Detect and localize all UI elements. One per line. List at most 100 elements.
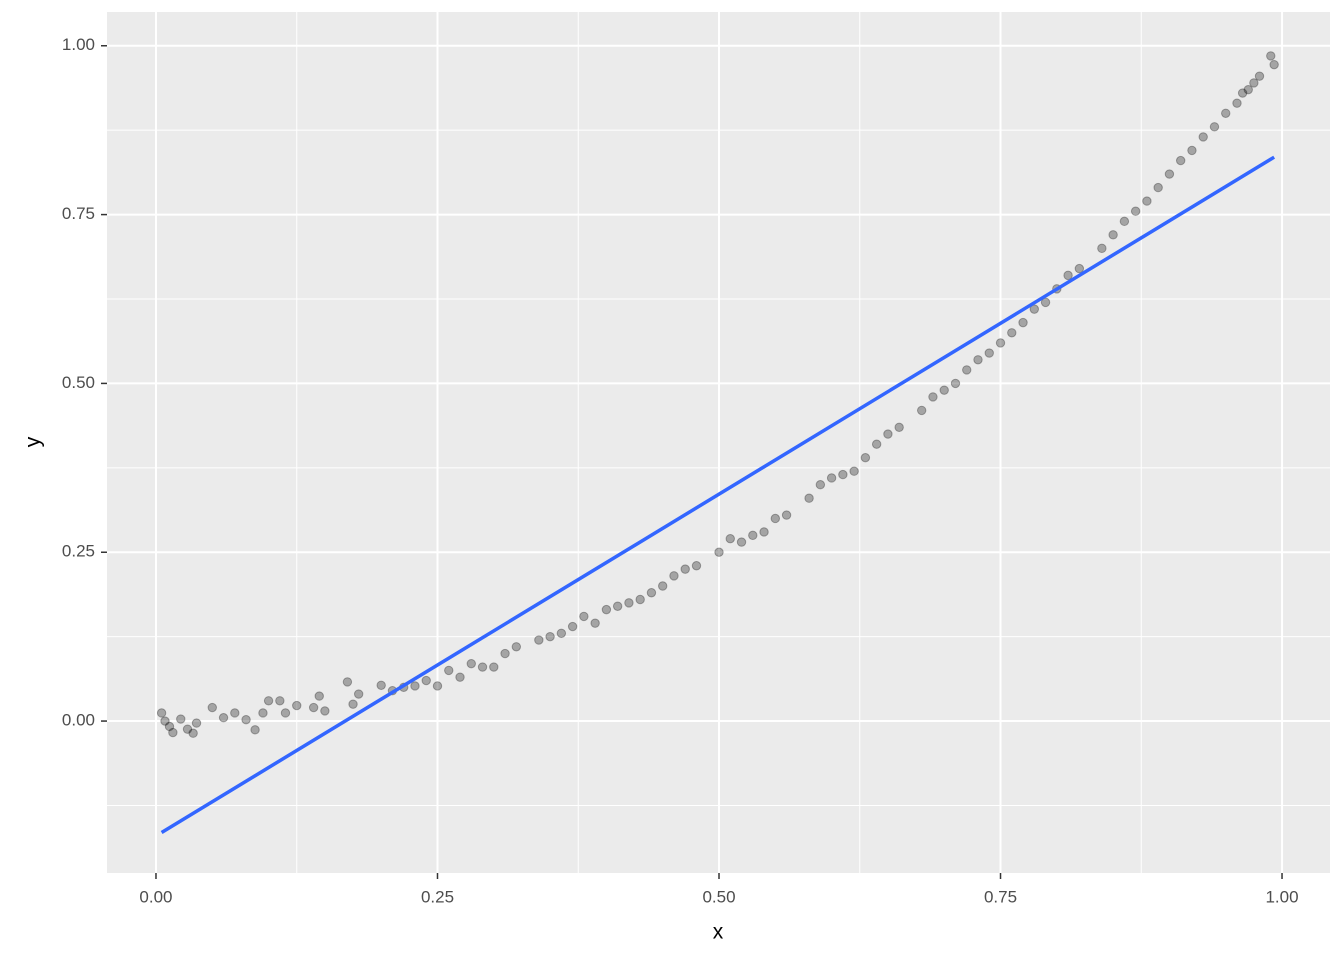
point [489, 662, 499, 672]
y-tick-label: 0.50 [62, 373, 95, 392]
point [376, 680, 386, 690]
point [342, 677, 353, 687]
point [275, 696, 285, 706]
point [612, 601, 623, 611]
y-tick-label: 0.75 [62, 204, 95, 223]
point [950, 378, 961, 389]
point [1209, 122, 1220, 132]
point [849, 466, 859, 476]
point [348, 699, 358, 709]
point [1153, 182, 1163, 193]
point [156, 708, 167, 718]
point [314, 691, 324, 701]
point [894, 422, 904, 433]
point [781, 510, 792, 520]
point [1018, 317, 1028, 328]
point [191, 718, 202, 728]
point [984, 348, 994, 358]
point [511, 642, 522, 652]
x-tick-label: 0.00 [139, 887, 172, 906]
point [1249, 78, 1259, 88]
point [556, 628, 567, 638]
point [1007, 328, 1017, 338]
point [939, 385, 949, 395]
point [871, 439, 882, 449]
point [962, 365, 972, 375]
point [815, 480, 826, 490]
y-tick-label: 1.00 [62, 35, 95, 54]
point [635, 594, 645, 605]
point [168, 727, 178, 738]
point [320, 706, 330, 716]
point [973, 355, 983, 365]
point [590, 618, 600, 628]
point [207, 702, 217, 713]
point [164, 721, 175, 732]
point [1198, 132, 1208, 142]
point [714, 547, 724, 557]
point [444, 665, 454, 676]
point [669, 571, 679, 581]
point [218, 712, 229, 723]
point [1142, 196, 1152, 206]
point [1063, 270, 1073, 281]
point [230, 708, 240, 718]
point [500, 648, 510, 659]
point [421, 675, 431, 686]
fit-line [160, 155, 1276, 834]
point [545, 631, 555, 642]
point [1175, 155, 1186, 166]
point [280, 708, 291, 718]
point [258, 708, 268, 718]
point [1097, 243, 1107, 254]
point [308, 702, 319, 713]
point [928, 392, 938, 402]
point [432, 681, 443, 691]
point [1164, 169, 1175, 179]
point [826, 473, 837, 483]
point [759, 527, 769, 537]
point [477, 662, 488, 672]
point [838, 469, 848, 480]
x-tick-label: 1.00 [1265, 887, 1298, 906]
x-tick-label: 0.75 [984, 887, 1017, 906]
point [1074, 263, 1085, 274]
point [176, 714, 186, 724]
point [1232, 98, 1242, 108]
point [160, 716, 170, 726]
point [1029, 304, 1039, 314]
point [883, 429, 893, 439]
point [1243, 84, 1253, 95]
point [250, 725, 260, 735]
point [601, 604, 612, 615]
point [188, 728, 198, 738]
point [1221, 108, 1231, 118]
point [1269, 59, 1279, 70]
point [1119, 216, 1130, 227]
point [680, 564, 690, 574]
point [624, 598, 634, 608]
point [1108, 230, 1118, 240]
point [1266, 51, 1276, 61]
point [567, 621, 578, 632]
point [1187, 145, 1197, 156]
point [1040, 297, 1051, 308]
point [736, 537, 747, 547]
point [725, 534, 735, 544]
x-tick-label: 0.25 [421, 887, 454, 906]
x-tick-label: 0.50 [702, 887, 735, 906]
point [646, 588, 657, 598]
point [241, 715, 251, 725]
point [860, 452, 871, 463]
point [466, 658, 476, 669]
point [534, 635, 544, 645]
point [410, 681, 420, 691]
y-tick-label: 0.00 [62, 711, 95, 730]
point [995, 338, 1006, 348]
point [182, 724, 193, 734]
point [263, 696, 274, 706]
point [1237, 88, 1248, 98]
y-axis-title: y [22, 436, 45, 447]
point [579, 611, 589, 622]
